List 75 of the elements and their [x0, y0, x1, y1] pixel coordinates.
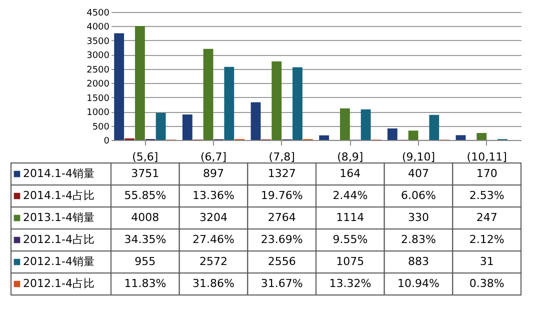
legend-label: 2014.1-4销量 [23, 167, 94, 180]
data-label: 883 [408, 255, 429, 268]
x-tick-label: (9,10] [402, 150, 436, 164]
y-tick-label: 1000 [86, 108, 110, 118]
bar [182, 114, 192, 140]
data-label: 31.67% [260, 277, 303, 290]
x-tick-label: (7,8] [268, 150, 295, 164]
data-label: 330 [408, 211, 429, 224]
legend-label: 2014.1-4占比 [23, 189, 94, 202]
data-label: 3204 [200, 211, 228, 224]
y-tick-label: 2000 [86, 80, 110, 90]
data-label: 27.46% [192, 233, 234, 246]
data-label: 34.35% [124, 233, 166, 246]
legend-label: 2013.1-4销量 [23, 211, 94, 224]
bar [203, 48, 214, 140]
data-label: 19.76% [260, 189, 303, 202]
bar [408, 130, 418, 140]
data-label: 1075 [336, 255, 364, 268]
bar [114, 33, 124, 140]
data-label: 2556 [268, 255, 296, 268]
y-tick-label: 4000 [86, 22, 110, 33]
x-tick-label: (8,9] [337, 150, 364, 164]
data-label: 13.36% [192, 189, 234, 202]
data-label: 897 [203, 167, 224, 180]
bar [429, 114, 440, 140]
bar [272, 61, 282, 140]
legend-label: 2012.1-4占比 [23, 277, 94, 290]
data-label: 13.32% [329, 277, 372, 290]
data-label: 9.55% [332, 233, 368, 246]
data-label: 2.44% [332, 189, 368, 202]
data-label: 2572 [200, 255, 228, 268]
y-tick-label: 3500 [86, 36, 110, 47]
bar [156, 112, 166, 140]
data-label: 164 [340, 167, 361, 180]
data-label: 1327 [268, 167, 296, 180]
x-tick-label: (10,11] [466, 150, 507, 164]
bar [224, 66, 234, 140]
data-label: 31 [480, 255, 494, 268]
bar [476, 132, 487, 140]
bar [134, 26, 145, 140]
bar [360, 109, 371, 140]
bar [340, 108, 350, 140]
data-label: 23.69% [260, 233, 303, 246]
data-label: 2.83% [401, 233, 436, 246]
data-label: 955 [134, 255, 156, 268]
data-label: 2764 [268, 211, 296, 224]
data-label: 31.86% [192, 277, 234, 290]
bar [250, 102, 261, 140]
x-tick-label: (5,6] [132, 150, 158, 164]
x-tick-label: (6,7] [200, 150, 227, 164]
data-label: 10.94% [398, 277, 440, 290]
y-tick-label: 4500 [86, 8, 110, 18]
bar [387, 128, 398, 140]
bar [456, 135, 466, 140]
legend-label: 2012.1-4销量 [23, 255, 94, 268]
data-label: 11.83% [124, 277, 166, 290]
data-label: 170 [476, 167, 498, 180]
y-tick-label: 3000 [86, 51, 110, 62]
y-tick-label: 500 [92, 122, 110, 132]
legend-label: 2012.1-4占比 [23, 233, 94, 246]
data-label: 0.38% [469, 277, 504, 290]
y-tick-label: 0 [104, 136, 110, 146]
bar [319, 135, 330, 140]
y-tick-label: 1500 [86, 94, 110, 104]
data-label: 2.12% [469, 233, 504, 246]
data-label: 2.53% [469, 189, 504, 202]
data-label: 6.06% [401, 189, 436, 202]
y-tick-label: 2500 [86, 65, 110, 76]
data-label: 3751 [131, 167, 160, 180]
data-label: 407 [408, 167, 429, 180]
data-label: 1114 [336, 211, 364, 224]
data-label: 4008 [131, 211, 160, 224]
bar [292, 67, 302, 140]
data-label: 55.85% [124, 189, 166, 202]
data-label: 247 [476, 211, 498, 224]
